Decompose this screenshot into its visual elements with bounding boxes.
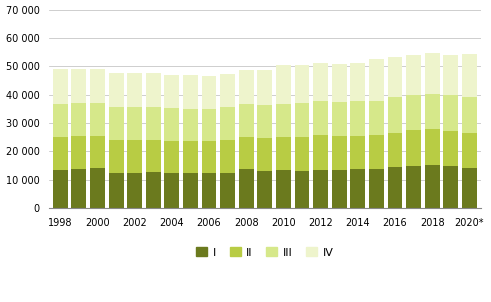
Bar (183, 141, 198, 173)
Bar (72, 169, 86, 208)
Bar (257, 104, 273, 138)
Bar (351, 63, 365, 101)
Bar (332, 136, 347, 169)
Bar (164, 140, 179, 173)
Bar (351, 101, 365, 136)
Bar (295, 171, 309, 208)
Bar (109, 73, 124, 107)
Bar (425, 165, 439, 208)
Bar (53, 104, 68, 137)
Bar (239, 137, 254, 169)
Bar (220, 74, 235, 108)
Bar (53, 137, 68, 170)
Bar (369, 135, 384, 169)
Bar (313, 136, 328, 169)
Bar (127, 140, 142, 173)
Bar (257, 138, 273, 171)
Bar (146, 140, 161, 172)
Bar (387, 133, 403, 167)
Bar (425, 53, 439, 94)
Bar (109, 107, 124, 140)
Bar (146, 107, 161, 140)
Bar (406, 95, 421, 130)
Bar (369, 101, 384, 135)
Bar (53, 170, 68, 208)
Bar (295, 137, 309, 171)
Bar (239, 169, 254, 208)
Bar (146, 172, 161, 208)
Bar (202, 141, 217, 173)
Legend: I, II, III, IV: I, II, III, IV (192, 243, 338, 262)
Bar (127, 173, 142, 208)
Bar (72, 69, 86, 103)
Bar (443, 56, 458, 95)
Bar (406, 130, 421, 166)
Bar (202, 76, 217, 109)
Bar (351, 169, 365, 208)
Bar (387, 57, 403, 97)
Bar (332, 102, 347, 136)
Bar (425, 129, 439, 165)
Bar (257, 70, 273, 104)
Bar (462, 133, 477, 168)
Bar (443, 95, 458, 131)
Bar (109, 140, 124, 173)
Bar (295, 65, 309, 103)
Bar (313, 63, 328, 101)
Bar (313, 101, 328, 136)
Bar (220, 173, 235, 208)
Bar (90, 69, 105, 103)
Bar (109, 173, 124, 208)
Bar (90, 103, 105, 136)
Bar (425, 94, 439, 129)
Bar (239, 70, 254, 104)
Bar (202, 109, 217, 141)
Bar (295, 103, 309, 137)
Bar (146, 73, 161, 107)
Bar (127, 108, 142, 140)
Bar (406, 55, 421, 95)
Bar (183, 173, 198, 208)
Bar (257, 171, 273, 208)
Bar (220, 108, 235, 140)
Bar (90, 136, 105, 168)
Bar (90, 168, 105, 208)
Bar (462, 53, 477, 98)
Bar (183, 108, 198, 141)
Bar (387, 97, 403, 133)
Bar (443, 165, 458, 208)
Bar (332, 169, 347, 208)
Bar (164, 173, 179, 208)
Bar (351, 136, 365, 169)
Bar (369, 169, 384, 208)
Bar (443, 131, 458, 165)
Bar (164, 108, 179, 140)
Bar (406, 166, 421, 208)
Bar (313, 169, 328, 208)
Bar (164, 75, 179, 108)
Bar (276, 104, 291, 137)
Bar (276, 137, 291, 170)
Bar (239, 104, 254, 137)
Bar (369, 59, 384, 101)
Bar (183, 76, 198, 108)
Bar (276, 170, 291, 208)
Bar (72, 103, 86, 136)
Bar (332, 64, 347, 102)
Bar (462, 98, 477, 133)
Bar (220, 140, 235, 173)
Bar (127, 73, 142, 108)
Bar (72, 136, 86, 169)
Bar (462, 168, 477, 208)
Bar (387, 167, 403, 208)
Bar (53, 69, 68, 104)
Bar (276, 66, 291, 104)
Bar (202, 173, 217, 208)
